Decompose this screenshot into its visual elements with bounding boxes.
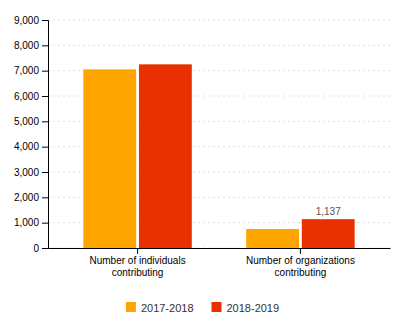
y-tick-label: 4,000 <box>14 141 39 152</box>
legend-item: 2017-2018 <box>126 302 194 314</box>
y-tick-mark <box>42 248 48 249</box>
legend-label: 2018-2019 <box>227 302 280 314</box>
y-tick: 5,000 <box>14 116 48 127</box>
y-tick-label: 1,000 <box>14 217 39 228</box>
bar <box>83 69 136 248</box>
x-tick: Number of organizationscontributing <box>246 248 355 278</box>
grid-line <box>48 20 390 21</box>
y-tick: 8,000 <box>14 40 48 51</box>
y-tick-mark <box>42 172 48 173</box>
legend-swatch <box>126 302 136 312</box>
y-tick-mark <box>42 20 48 21</box>
bar-series <box>139 64 355 248</box>
y-tick-mark <box>42 223 48 224</box>
y-tick-label: 7,000 <box>14 65 39 76</box>
y-tick-mark <box>42 71 48 72</box>
legend-label: 2017-2018 <box>141 302 194 314</box>
y-tick-label: 8,000 <box>14 40 39 51</box>
y-tick-mark <box>42 96 48 97</box>
y-tick: 1,000 <box>14 217 48 228</box>
x-axis: Number of individualscontributingNumber … <box>49 248 391 278</box>
x-tick-label: Number of organizationscontributing <box>246 255 355 278</box>
x-tick-mark <box>137 248 138 254</box>
x-tick-label-line: contributing <box>275 267 327 278</box>
x-tick-label-line: Number of organizations <box>246 255 355 266</box>
x-tick-label: Number of individualscontributing <box>89 255 185 278</box>
bar <box>302 219 355 248</box>
y-axis-line <box>42 21 49 249</box>
grid-line <box>48 45 390 46</box>
grid <box>48 20 390 248</box>
y-tick-label: 2,000 <box>14 192 39 203</box>
bar <box>139 64 192 248</box>
x-tick-mark <box>300 248 301 254</box>
legend-swatch <box>212 302 222 312</box>
legend: 2017-2018 2018-2019 <box>126 302 279 314</box>
y-tick-label: 9,000 <box>14 15 39 26</box>
y-tick: 0 <box>33 243 48 254</box>
y-tick-mark <box>42 197 48 198</box>
y-tick: 2,000 <box>14 192 48 203</box>
y-tick: 7,000 <box>14 65 48 76</box>
y-tick-label: 5,000 <box>14 116 39 127</box>
x-axis-line <box>49 248 391 249</box>
y-tick-label: 0 <box>33 243 39 254</box>
value-label: 1,137 <box>316 206 341 217</box>
x-tick-label-line: Number of individuals <box>89 255 185 266</box>
chart-container: 1,137 0 1,000 2,000 3,000 4,000 5,000 6,000 7,00… <box>0 0 405 322</box>
y-tick-label: 6,000 <box>14 91 39 102</box>
chart-svg: 1,137 0 1,000 2,000 3,000 4,000 5,000 6,000 7,00… <box>0 0 405 322</box>
y-tick: 3,000 <box>14 167 48 178</box>
bar <box>246 229 299 248</box>
y-tick: 6,000 <box>14 91 48 102</box>
value-labels: 1,137 <box>316 206 341 217</box>
legend-item: 2018-2019 <box>212 302 280 314</box>
y-tick-mark <box>42 147 48 148</box>
y-tick: 9,000 <box>14 15 48 26</box>
y-tick: 4,000 <box>14 141 48 152</box>
x-tick: Number of individualscontributing <box>89 248 185 278</box>
x-tick-label-line: contributing <box>112 267 164 278</box>
y-axis: 0 1,000 2,000 3,000 4,000 5,000 6,000 7,000 8,00… <box>14 15 49 254</box>
bars <box>83 64 354 248</box>
y-tick-mark <box>42 45 48 46</box>
y-tick-mark <box>42 121 48 122</box>
y-tick-label: 3,000 <box>14 167 39 178</box>
